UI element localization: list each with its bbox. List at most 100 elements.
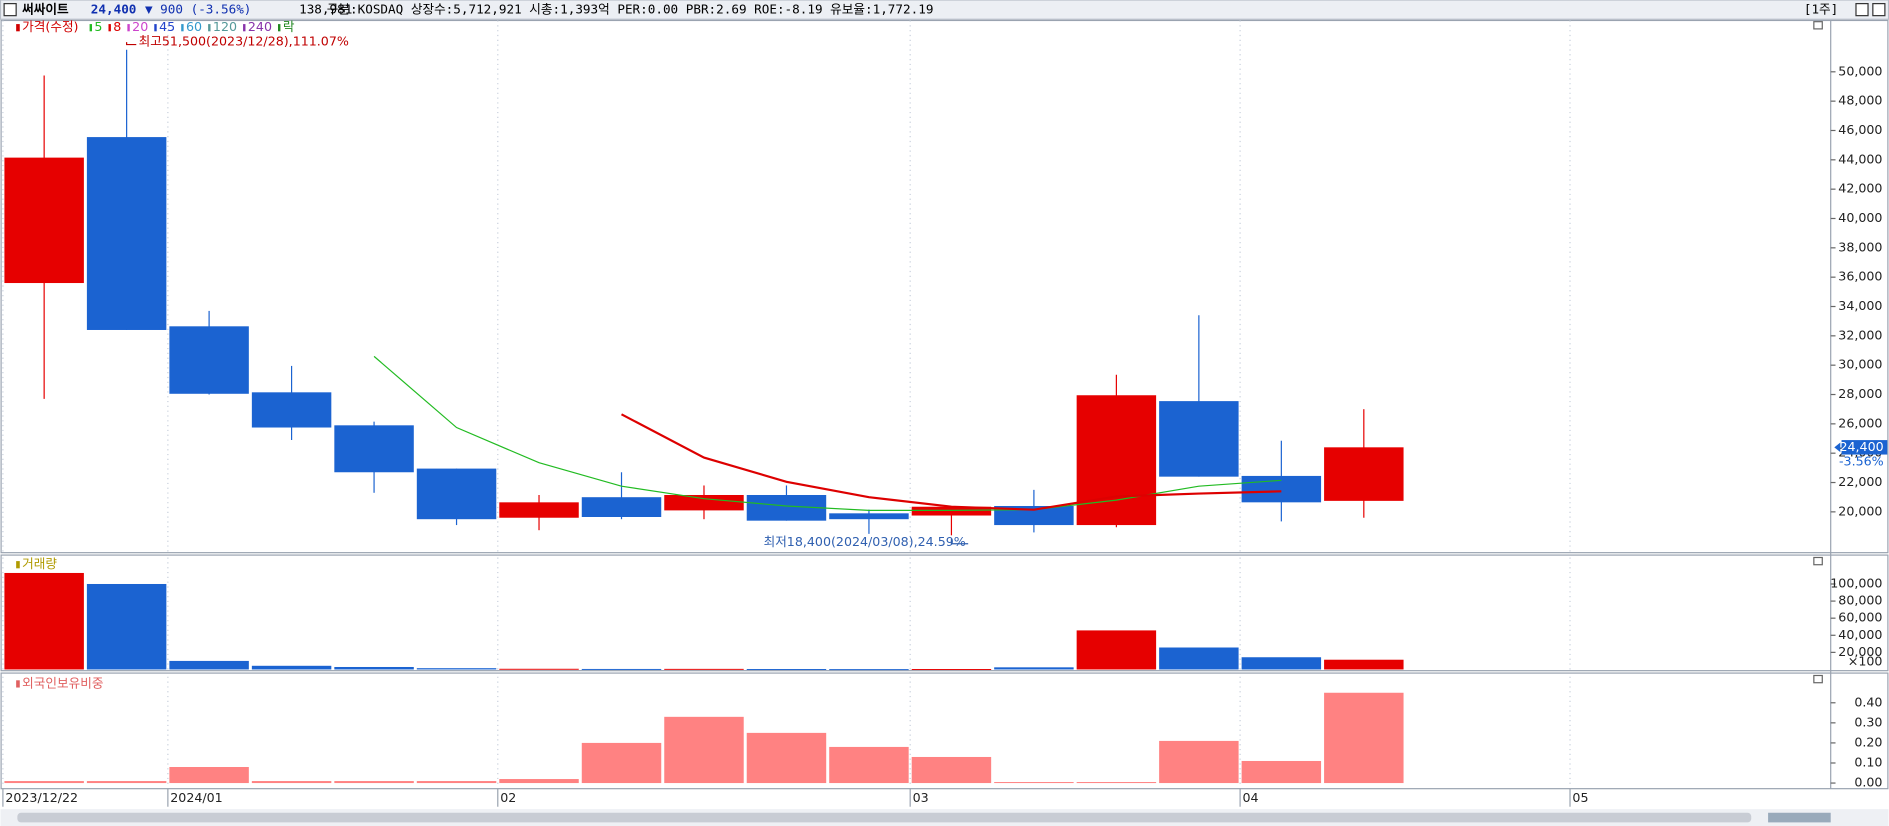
candle-body [911,506,992,516]
bar [1241,657,1322,670]
bar [499,668,579,670]
bar [994,667,1074,670]
y-tick-label: 32,000 [1838,327,1882,342]
panel-button[interactable] [1813,674,1823,684]
moving-average-line [373,355,1282,511]
candle-body [169,326,249,394]
panel-title-marker [16,24,20,32]
maximize-button[interactable] [1855,3,1869,17]
x-tick-label: 2024/01 [170,790,222,805]
panel-title-marker [16,680,20,688]
high-note: 최고51,500(2023/12/28),111.07% [139,34,349,49]
bar [664,716,744,784]
y-tick-label: 44,000 [1838,151,1882,166]
y-tick-label: 42,000 [1838,181,1882,196]
y-tick-label: 48,000 [1838,93,1882,108]
bar [1159,740,1239,784]
legend-label: 20 [132,19,148,34]
zoom-slider[interactable] [1768,812,1831,823]
bar [581,668,662,670]
scrollbar-thumb[interactable] [17,812,1752,823]
bar [416,668,497,670]
x-tick-label: 03 [913,790,929,805]
volume-panel [0,554,1889,672]
bar [334,666,414,670]
legend-marker [89,24,93,32]
candle-body [251,392,332,428]
period[interactable]: [1주] [1804,2,1838,17]
bar [664,668,744,670]
panel-button[interactable] [1813,556,1823,566]
price-panel [0,19,1889,554]
x-tick-label: 02 [500,790,516,805]
stock-info: 구분:KOSDAQ 상장수:5,712,921 시총:1,393억 PER:0.… [327,2,934,17]
y-tick-label: 0.20 [1854,734,1882,749]
y-tick-label: 20,000 [1838,644,1882,659]
candle-body [86,137,167,330]
bar [1076,630,1157,670]
y-tick-label: 34,000 [1838,298,1882,313]
legend-marker [243,24,246,32]
panel-button[interactable] [1813,21,1823,30]
panel-title: 거래량 [22,556,57,571]
x-tick-label: 2023/12/22 [5,790,78,805]
low-note: 최저18,400(2024/03/08),24.59% [764,534,966,549]
bar [1324,692,1404,784]
candle-body [1076,395,1157,526]
y-tick-label: 60,000 [1838,610,1882,625]
bar [334,781,414,784]
checkbox[interactable] [3,3,17,17]
bar [581,742,662,784]
legend-marker [127,24,130,32]
stock-name: 써싸이트 [22,2,69,17]
panel-title: 외국인보유비중 [22,675,103,690]
candle-body [334,425,414,473]
legend-marker [208,24,211,32]
last-price-pointer [1834,442,1841,453]
bar [1159,647,1239,670]
volume: 138,981 [299,2,352,17]
legend-label: 60 [186,19,202,34]
candle-body [416,468,497,520]
legend-label: 45 [159,19,175,34]
low-note-arrow [950,538,969,545]
y-tick-label: 80,000 [1838,593,1882,608]
legend-marker [181,24,184,32]
y-tick-label: 26,000 [1838,415,1882,430]
moving-average-line [621,413,1282,511]
high-note-arrow [126,42,137,46]
candle-body [1241,475,1322,503]
bar [911,669,992,671]
candle-body [664,494,744,511]
legend-label: 8 [113,19,121,34]
legend-label: 120 [213,19,237,34]
bar [86,583,167,670]
candle-body [581,497,662,517]
last-price-label: 24,400 [1839,439,1883,454]
y-tick-label: 40,000 [1838,210,1882,225]
y-tick-label: 40,000 [1838,627,1882,642]
last-price-tag [1841,440,1888,455]
bar [1076,782,1157,784]
x-tick-label: 05 [1572,790,1588,805]
legend-marker [278,24,281,32]
bar [829,746,909,784]
legend-label: 5 [94,19,102,34]
candle-body [829,513,909,520]
panel-title: 가격(수정) [22,19,78,34]
y-tick-label: 50,000 [1838,63,1882,78]
bar [746,732,827,784]
bar [169,660,249,670]
y-tick-label: 0.10 [1854,754,1882,769]
y-tick-label: 0.00 [1854,775,1882,790]
plot: 2023/12/22 2024/01 02 03 04 05 20,000 22,000 24,… [2,19,1888,807]
bar [4,781,84,784]
candle-body [499,502,579,518]
close-button[interactable] [1872,3,1886,17]
y-tick-label: 28,000 [1838,386,1882,401]
y-tick-label: 100,000 [1830,575,1882,590]
unit-label: ×100 [1848,654,1883,669]
bar [829,669,909,671]
y-tick-label: 0.30 [1854,714,1882,729]
y-tick-label: 38,000 [1838,239,1882,254]
